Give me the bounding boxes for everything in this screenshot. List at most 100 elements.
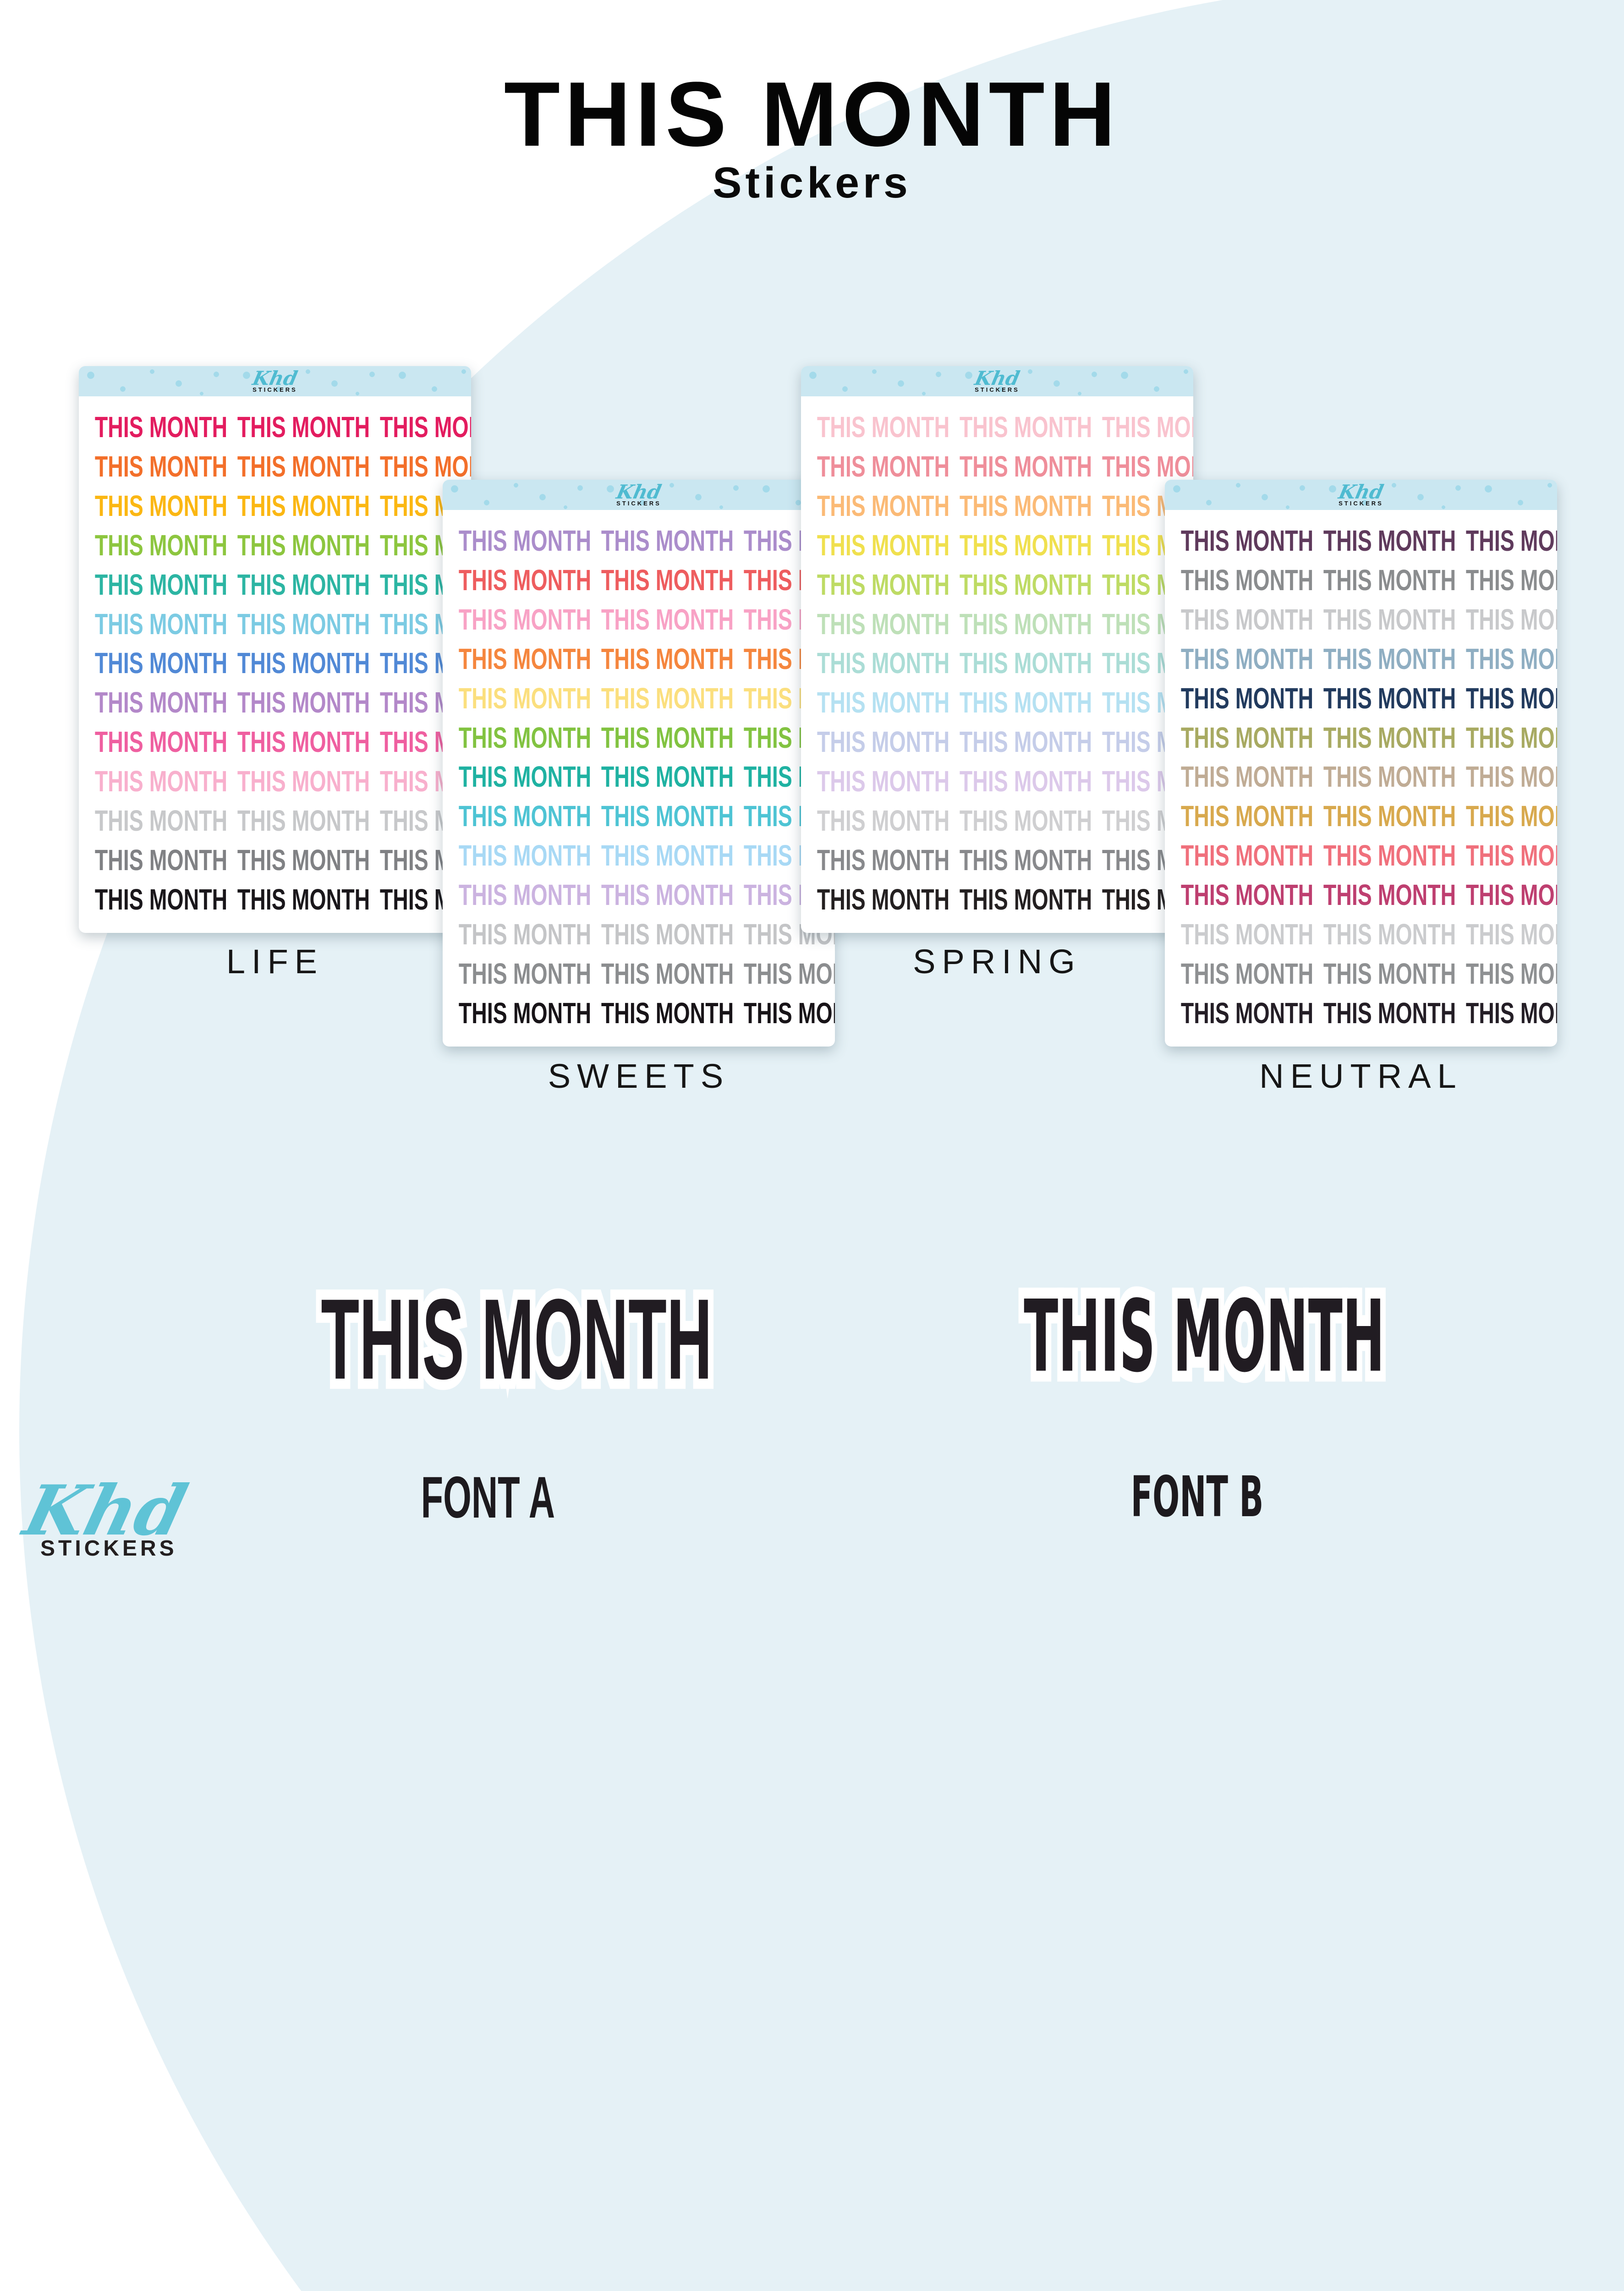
sticker-text: THIS MONTH [94,804,228,837]
sticker-text: THIS MONTH [1180,957,1314,990]
sticker-text: THIS MONTH [458,800,592,833]
sticker-text: THIS MONTH [817,686,950,719]
stickers-wordmark: STICKERS [252,386,297,394]
sticker-text: THIS MONTH [1180,800,1314,833]
sticker-sheet-neutral: Khd STICKERS THIS MONTH THIS MONTH THIS MO… [1165,480,1557,1047]
sheet-header: Khd STICKERS [801,366,1193,396]
sticker-text: THIS MONTH [1466,603,1557,636]
font-b-sample-word: THIS MONTH THIS MONTH [1018,1277,1390,1398]
sticker-text: THIS MONTH [1323,997,1456,1030]
sticker-text: THIS MONTH [458,957,592,990]
sticker-text: THIS MONTH [458,878,592,912]
sticker-text: THIS MONTH [237,765,370,798]
sticker-text: THIS MONTH [1180,760,1314,794]
sticker-text: THIS MONTH [601,721,734,754]
sticker-text: THIS MONTH [601,564,734,597]
sticker-sheet-life: Khd STICKERS THIS MONTH THIS MONTH THIS MO… [79,366,471,933]
sticker-text: THIS MONTH [959,411,1092,444]
sticker-outline: THIS MONTH [315,1272,718,1407]
sticker-text: THIS MONTH [601,918,734,951]
khd-script-logo: Khd [250,367,300,389]
font-a-label: FONT A [421,1465,555,1530]
sticker-text: THIS MONTH [601,997,734,1030]
sticker-outline: THIS MONTH [1018,1277,1390,1398]
sticker-text: THIS MONTH [959,883,1092,916]
font-a-sample: THIS MONTH THIS MONTH [167,1272,809,1407]
sticker-text: THIS MONTH [817,765,950,798]
sticker-text: THIS MONTH [959,804,1092,837]
sticker-text: THIS MONTH [380,450,471,483]
background-circle [19,0,1624,2291]
page-title: THIS MONTH [504,63,1120,165]
sticker-text: THIS MONTH [817,647,950,680]
sticker-text: THIS MONTH [1180,839,1314,872]
sticker-text: THIS MONTH [458,681,592,715]
sticker-text: THIS MONTH [1466,681,1557,715]
sticker-text: THIS MONTH [817,725,950,759]
sticker-text: THIS MONTH [959,450,1092,483]
sticker-text: THIS MONTH [1323,721,1456,754]
sticker-text: THIS MONTH [1323,564,1456,597]
sticker-text: THIS MONTH [458,721,592,754]
khd-script-logo: Khd [614,480,664,503]
sticker-text: THIS MONTH [94,686,228,719]
sticker-text: THIS MONTH [1323,524,1456,557]
font-a-sample-word: THIS MONTH THIS MONTH [315,1272,718,1407]
sticker-text: THIS MONTH [1466,642,1557,675]
sheet-header: Khd STICKERS [1165,480,1557,510]
sticker-text: THIS MONTH [1323,839,1456,872]
sticker-text: THIS MONTH [601,957,734,990]
sheet-label-neutral: NEUTRAL [1259,1057,1463,1095]
sticker-text: THIS MONTH [817,844,950,877]
sticker-text: THIS MONTH [1466,957,1557,990]
sticker-text: THIS MONTH [817,568,950,601]
sticker-text: THIS MONTH [1323,918,1456,951]
sticker-text: THIS MONTH [458,839,592,872]
sticker-text: THIS MONTH [237,450,370,483]
sticker-text: THIS MONTH [601,878,734,912]
sticker-text: THIS MONTH [817,489,950,522]
sticker-text: THIS MONTH [744,997,835,1030]
sticker-text: THIS MONTH [1180,997,1314,1030]
sticker-sheet-spring: Khd STICKERS THIS MONTH THIS MONTH THIS MO… [801,366,1193,933]
sticker-text: THIS MONTH [237,883,370,916]
sticker-text: THIS MONTH [817,450,950,483]
sticker-text: THIS MONTH [458,564,592,597]
sticker-text: THIS MONTH [1466,800,1557,833]
sticker-text: THIS MONTH [1180,564,1314,597]
sticker-text: THIS MONTH [601,681,734,715]
sticker-text: THIS MONTH [237,568,370,601]
sticker-text: THIS MONTH [601,642,734,675]
sticker-text: THIS MONTH [959,528,1092,562]
